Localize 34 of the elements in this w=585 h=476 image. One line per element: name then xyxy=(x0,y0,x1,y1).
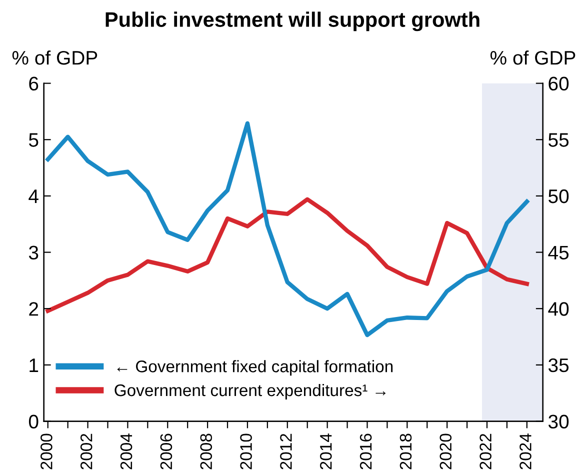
legend-label: ← Government fixed capital formation xyxy=(117,360,393,376)
y-tick-label: 0 xyxy=(28,414,38,428)
y-tick-label: 3 xyxy=(28,246,38,260)
x-tick-label: 2008 xyxy=(200,434,212,470)
y-tick-label: 4 xyxy=(28,190,38,203)
x-tick-label: 2022 xyxy=(480,434,492,470)
y2-tick-label: 55 xyxy=(548,133,569,147)
legend-label: Government current expenditures¹ → xyxy=(114,384,386,400)
line-series xyxy=(46,121,529,338)
y2-axis-title: % of GDP xyxy=(490,50,576,65)
y2-tick-label: 35 xyxy=(548,358,569,372)
y-axis-title: % of GDP xyxy=(12,50,98,65)
x-tick-label: 2024 xyxy=(520,434,532,470)
y2-tick-label: 40 xyxy=(548,302,569,316)
y2-tick-label: 45 xyxy=(548,246,569,260)
x-tick-label: 2000 xyxy=(40,434,52,470)
x-tick-label: 2018 xyxy=(400,434,412,470)
chart-title: Public investment will support growth xyxy=(106,12,480,32)
x-tick-label: 2002 xyxy=(80,434,92,470)
x-tick-label: 2012 xyxy=(280,434,292,470)
x-tick-label: 2010 xyxy=(240,434,252,470)
y-tick-label: 2 xyxy=(29,302,38,316)
y-tick-label: 1 xyxy=(30,358,38,372)
y-tick-label: 6 xyxy=(29,76,38,91)
x-tick-label: 2004 xyxy=(120,434,132,470)
x-tick-label: 2020 xyxy=(440,434,452,470)
x-tick-label: 2006 xyxy=(160,434,172,470)
x-tick-label: 2016 xyxy=(360,434,372,470)
y2-tick-label: 60 xyxy=(548,76,569,91)
y2-tick-label: 30 xyxy=(548,414,569,428)
x-tick-label: 2014 xyxy=(320,434,332,470)
y2-tick-label: 50 xyxy=(548,189,569,204)
line-series xyxy=(46,197,529,313)
y-tick-label: 5 xyxy=(28,133,38,147)
